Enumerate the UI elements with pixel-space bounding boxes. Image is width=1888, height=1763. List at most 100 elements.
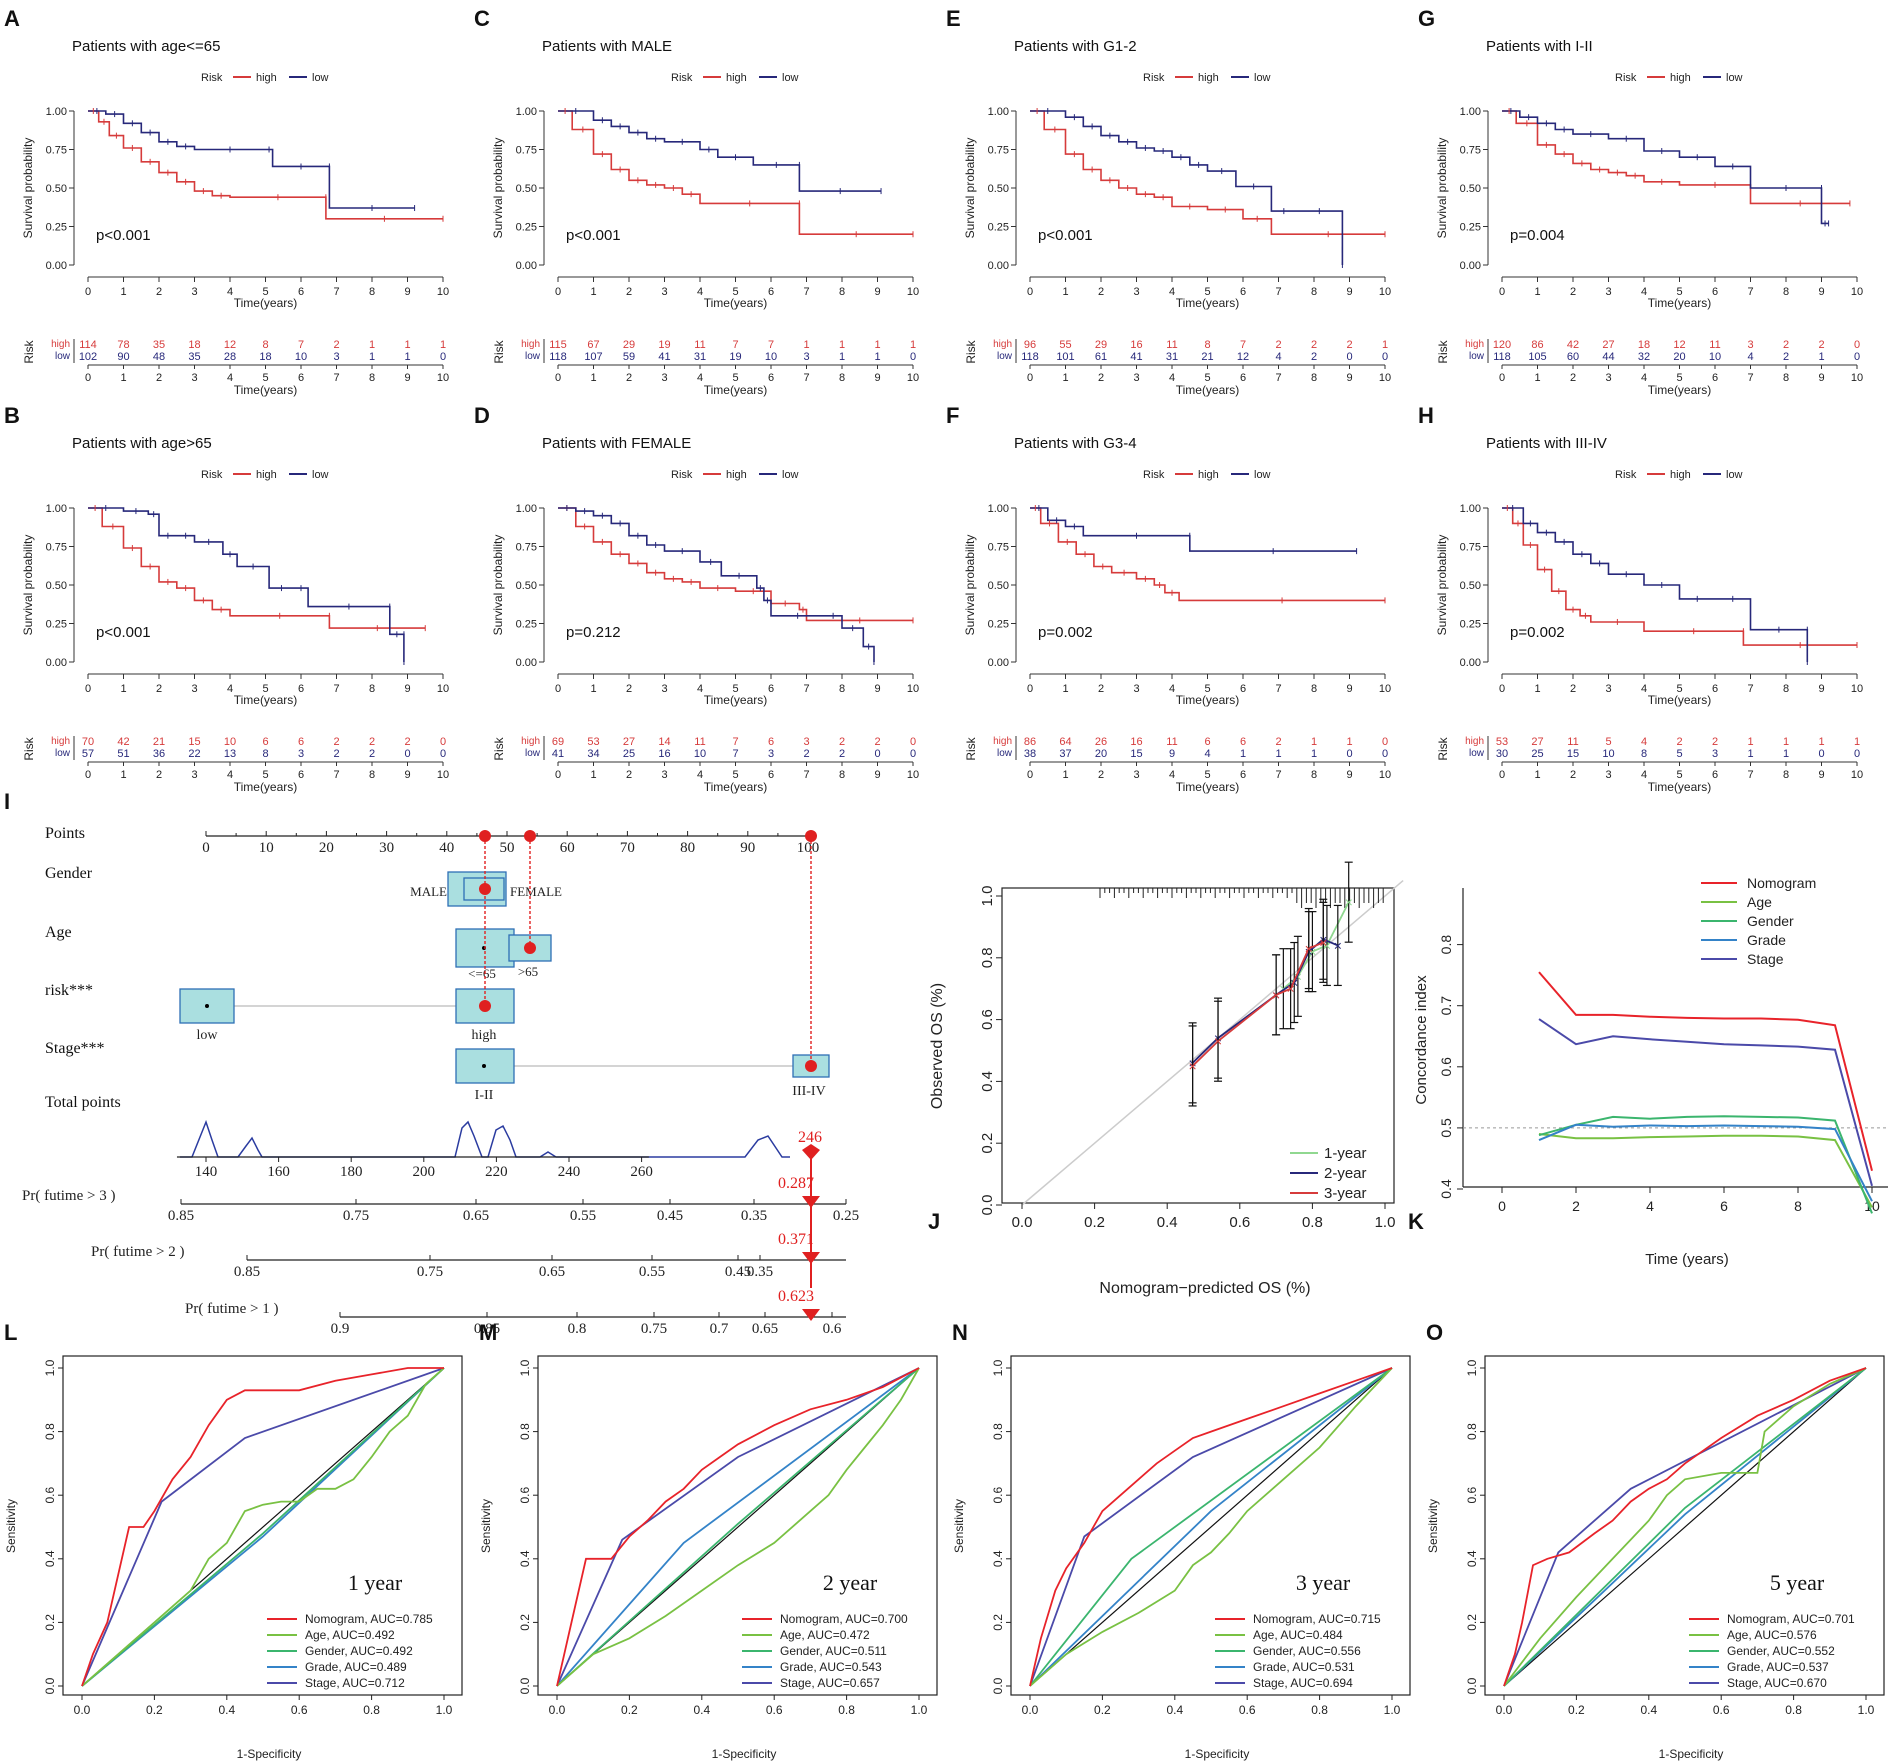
x-tick-label: 9 [874, 286, 880, 298]
risk-count-low: 1 [1240, 748, 1246, 760]
risk-count-high: 1 [1382, 339, 1388, 351]
y-tick-label: 0.00 [46, 260, 67, 272]
risk-count-low: 59 [623, 351, 635, 363]
risk-x-axis-title: Time(years) [1176, 780, 1240, 794]
risk-x-tick-label: 4 [1641, 769, 1647, 781]
risk-count-high: 21 [153, 736, 165, 748]
panel-title: Patients with FEMALE [542, 435, 691, 452]
risk-count-high: 7 [298, 339, 304, 351]
risk-table-title: Risk [22, 339, 36, 363]
x-tick-label: 8 [1311, 286, 1317, 298]
roc-curve-Age [1029, 1367, 1393, 1687]
risk-count-high: 8 [1204, 339, 1210, 351]
x-tick-label: 0 [85, 286, 91, 298]
legend-label: Grade, AUC=0.537 [1727, 1660, 1829, 1674]
cindex-line-Grade [1538, 1123, 1873, 1202]
nomogram-point-marker [479, 830, 491, 842]
risk-x-tick-label: 6 [1712, 372, 1718, 384]
x-tick-label: 7 [1275, 286, 1281, 298]
risk-x-tick-label: 1 [120, 769, 126, 781]
risk-count-high: 53 [587, 736, 599, 748]
risk-x-tick-label: 9 [1346, 372, 1352, 384]
y-tick-label: 0.50 [988, 580, 1009, 592]
risk-count-low: 3 [1712, 748, 1718, 760]
x-tick-label: 3 [191, 683, 197, 695]
points-tick-label: 40 [439, 840, 454, 856]
km-curve-low [88, 507, 405, 662]
risk-x-tick-label: 7 [1747, 769, 1753, 781]
roc-curve-Gender [1029, 1367, 1393, 1687]
total-tick-label: 140 [195, 1164, 218, 1180]
y-axis-title: Sensitivity [4, 1499, 18, 1553]
risk-count-low: 31 [1166, 351, 1178, 363]
risk-x-tick-label: 9 [404, 372, 410, 384]
risk-x-tick-label: 8 [1783, 769, 1789, 781]
plot-frame [1484, 1355, 1885, 1696]
y-axis-title: Survival probability [21, 535, 35, 636]
x-axis-title: Time(years) [234, 693, 298, 707]
legend-label: Nomogram [1747, 875, 1816, 891]
risk-x-tick-label: 0 [85, 769, 91, 781]
risk-row-label-low: low [997, 748, 1013, 759]
prob-value: 0.371 [778, 1231, 814, 1248]
x-tick-label: 0.2 [1094, 1703, 1111, 1717]
y-tick-label: 0.00 [516, 260, 537, 272]
risk-low-dot [205, 1004, 209, 1008]
x-axis-title: Time(years) [704, 296, 768, 310]
y-axis-title: Survival probability [1435, 138, 1449, 239]
legend-high-label: high [256, 72, 277, 84]
risk-count-high: 18 [188, 339, 200, 351]
risk-count-low: 10 [694, 748, 706, 760]
risk-x-tick-label: 4 [1169, 769, 1175, 781]
risk-count-high: 11 [1709, 339, 1720, 351]
prob-tick-label: 0.75 [417, 1264, 443, 1280]
risk-x-tick-label: 1 [1534, 372, 1540, 384]
risk-x-tick-label: 10 [1379, 769, 1391, 781]
prob-tick-label: 0.85 [168, 1208, 194, 1224]
x-tick-label: 4 [227, 286, 233, 298]
risk-count-high: 2 [1783, 339, 1789, 351]
panel-title: Patients with III-IV [1486, 435, 1607, 452]
x-tick-label: 4 [227, 683, 233, 695]
risk-row-label-high: high [51, 736, 70, 747]
chance-diagonal [1503, 1367, 1867, 1687]
risk-count-low: 4 [1204, 748, 1210, 760]
risk-x-tick-label: 4 [1641, 372, 1647, 384]
x-tick-label: 0.4 [1166, 1703, 1183, 1717]
x-tick-label: 0 [1027, 683, 1033, 695]
risk-count-high: 2 [333, 736, 339, 748]
risk-count-low: 0 [874, 748, 880, 760]
risk-x-tick-label: 0 [555, 769, 561, 781]
risk-count-high: 2 [1346, 339, 1352, 351]
x-tick-label: 6 [1712, 286, 1718, 298]
risk-count-low: 22 [188, 748, 200, 760]
y-tick-label: 0.75 [516, 145, 537, 157]
y-tick-label: 0.00 [1460, 657, 1481, 669]
km-curve-low [1502, 110, 1829, 225]
y-tick-label: 0.25 [46, 222, 67, 234]
x-tick-label: 3 [1133, 683, 1139, 695]
risk-count-low: 7 [732, 748, 738, 760]
x-tick-label: 0.6 [291, 1703, 308, 1717]
risk-row-label-low: low [997, 351, 1013, 362]
x-tick-label: 0.6 [1239, 1703, 1256, 1717]
y-axis-title: Observed OS (%) [929, 983, 946, 1109]
risk-x-tick-label: 6 [768, 769, 774, 781]
legend-risk-label: Risk [201, 72, 223, 84]
points-tick-label: 20 [319, 840, 334, 856]
risk-count-low: 20 [1095, 748, 1107, 760]
x-axis-title: 1-Specificity [1659, 1747, 1724, 1761]
risk-count-low: 3 [298, 748, 304, 760]
risk-count-high: 18 [1638, 339, 1650, 351]
panel-letter: M [479, 1320, 497, 1345]
age-level-gt65: >65 [518, 964, 538, 979]
risk-count-high: 78 [117, 339, 129, 351]
y-tick-label: 0.75 [1460, 145, 1481, 157]
x-tick-label: 0.2 [621, 1703, 638, 1717]
x-tick-label: 0.8 [838, 1703, 855, 1717]
y-tick-label: 0.8 [1465, 1423, 1479, 1440]
x-tick-label: 7 [1747, 683, 1753, 695]
x-tick-label: 9 [1346, 683, 1352, 695]
